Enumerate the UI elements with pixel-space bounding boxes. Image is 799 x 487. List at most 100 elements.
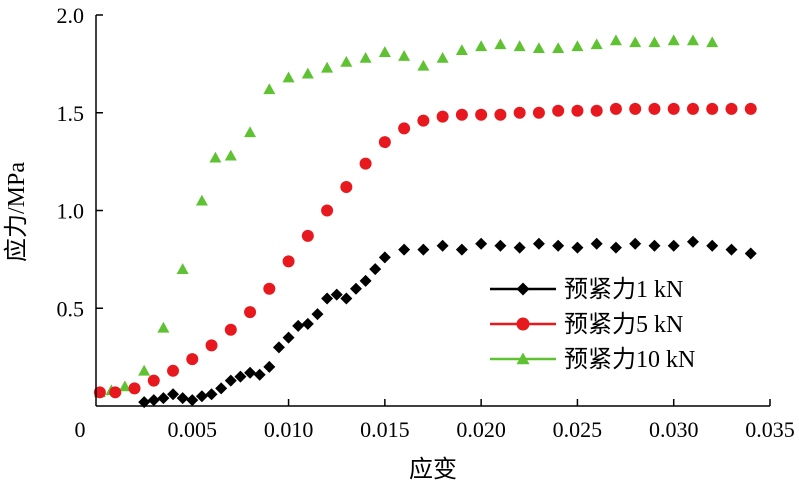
- plot-area: [93, 34, 757, 409]
- legend: 预紧力1 kN 预紧力5 kN 预紧力10 kN: [490, 276, 695, 373]
- data-point: [417, 243, 430, 256]
- data-point: [167, 364, 180, 377]
- data-point: [215, 382, 228, 395]
- data-point: [244, 366, 257, 379]
- series-2: [93, 102, 757, 399]
- data-point: [205, 339, 218, 352]
- data-point: [455, 243, 468, 256]
- data-point: [282, 331, 295, 344]
- data-point: [378, 251, 391, 264]
- data-point: [552, 42, 565, 54]
- data-point: [571, 40, 584, 52]
- data-point: [590, 237, 603, 250]
- data-point: [321, 204, 334, 217]
- data-point: [176, 392, 189, 405]
- data-point: [186, 353, 199, 366]
- x-tick-label: 0.025: [553, 417, 603, 442]
- data-point: [369, 263, 382, 276]
- legend-label: 预紧力10 kN: [564, 346, 695, 373]
- data-point: [629, 237, 642, 250]
- data-point: [176, 263, 189, 274]
- data-point: [629, 102, 642, 115]
- data-point: [282, 71, 295, 83]
- data-point: [138, 396, 151, 409]
- data-point: [398, 122, 411, 135]
- data-point: [330, 288, 343, 301]
- data-point: [725, 102, 738, 115]
- series-1: [138, 235, 757, 409]
- data-point: [513, 241, 526, 254]
- data-point: [109, 386, 122, 399]
- x-tick-label: 0.030: [649, 417, 699, 442]
- y-tick-label: 0.5: [57, 296, 85, 321]
- data-point: [340, 292, 353, 305]
- x-tick-label: 0.005: [168, 417, 218, 442]
- data-point: [167, 388, 180, 401]
- data-point: [417, 114, 430, 127]
- data-point: [513, 106, 526, 119]
- data-point: [378, 46, 391, 57]
- data-point: [118, 380, 131, 392]
- data-point: [301, 229, 314, 242]
- data-point: [706, 102, 719, 115]
- data-point: [571, 104, 584, 117]
- y-tick-label: 2.0: [57, 3, 85, 28]
- data-point: [340, 181, 353, 194]
- data-point: [725, 243, 738, 256]
- data-point: [436, 110, 449, 123]
- data-point: [224, 374, 237, 387]
- data-point: [263, 360, 276, 373]
- data-point: [609, 102, 622, 115]
- data-point: [552, 104, 565, 117]
- data-point: [475, 237, 488, 250]
- data-point: [378, 136, 391, 149]
- data-point: [667, 34, 680, 46]
- data-point: [282, 255, 295, 268]
- data-point: [359, 157, 372, 170]
- legend-label: 预紧力1 kN: [564, 276, 683, 303]
- data-point: [667, 239, 680, 252]
- data-point: [209, 151, 222, 163]
- data-point: [590, 38, 603, 50]
- data-point: [321, 292, 334, 305]
- data-point: [138, 364, 151, 376]
- data-point: [455, 44, 468, 55]
- legend-marker: [516, 282, 530, 296]
- series-3: [93, 34, 719, 398]
- data-point: [706, 36, 719, 48]
- data-point: [552, 239, 565, 252]
- data-point: [234, 370, 247, 383]
- data-point: [648, 102, 661, 115]
- data-point: [686, 235, 699, 248]
- data-point: [263, 83, 276, 95]
- data-point: [205, 388, 218, 401]
- data-point: [629, 36, 642, 48]
- data-point: [340, 55, 353, 67]
- data-point: [398, 243, 411, 256]
- data-point: [147, 374, 160, 387]
- data-point: [359, 52, 372, 63]
- data-point: [494, 108, 507, 121]
- data-point: [532, 237, 545, 250]
- data-point: [667, 102, 680, 115]
- data-point: [224, 149, 237, 161]
- data-point: [648, 239, 661, 252]
- data-point: [706, 239, 719, 252]
- data-point: [263, 282, 276, 295]
- data-point: [147, 394, 160, 407]
- data-point: [494, 38, 507, 50]
- data-point: [301, 317, 314, 330]
- y-tick-label: 1.5: [57, 101, 85, 126]
- x-axis-title: 应变: [409, 456, 457, 483]
- ticks: 0.005 0.010 0.015 0.020 0.025 0.030 0.035 0.5 1.…: [57, 3, 795, 442]
- x-tick-label: 0.020: [456, 417, 506, 442]
- data-point: [311, 308, 324, 321]
- y-axis-title: 应力/MPa: [3, 162, 30, 262]
- data-point: [475, 40, 488, 52]
- data-point: [301, 67, 314, 79]
- data-point: [157, 321, 170, 333]
- data-point: [532, 42, 545, 54]
- data-point: [398, 50, 411, 61]
- y-tick-label: 1.0: [57, 199, 85, 224]
